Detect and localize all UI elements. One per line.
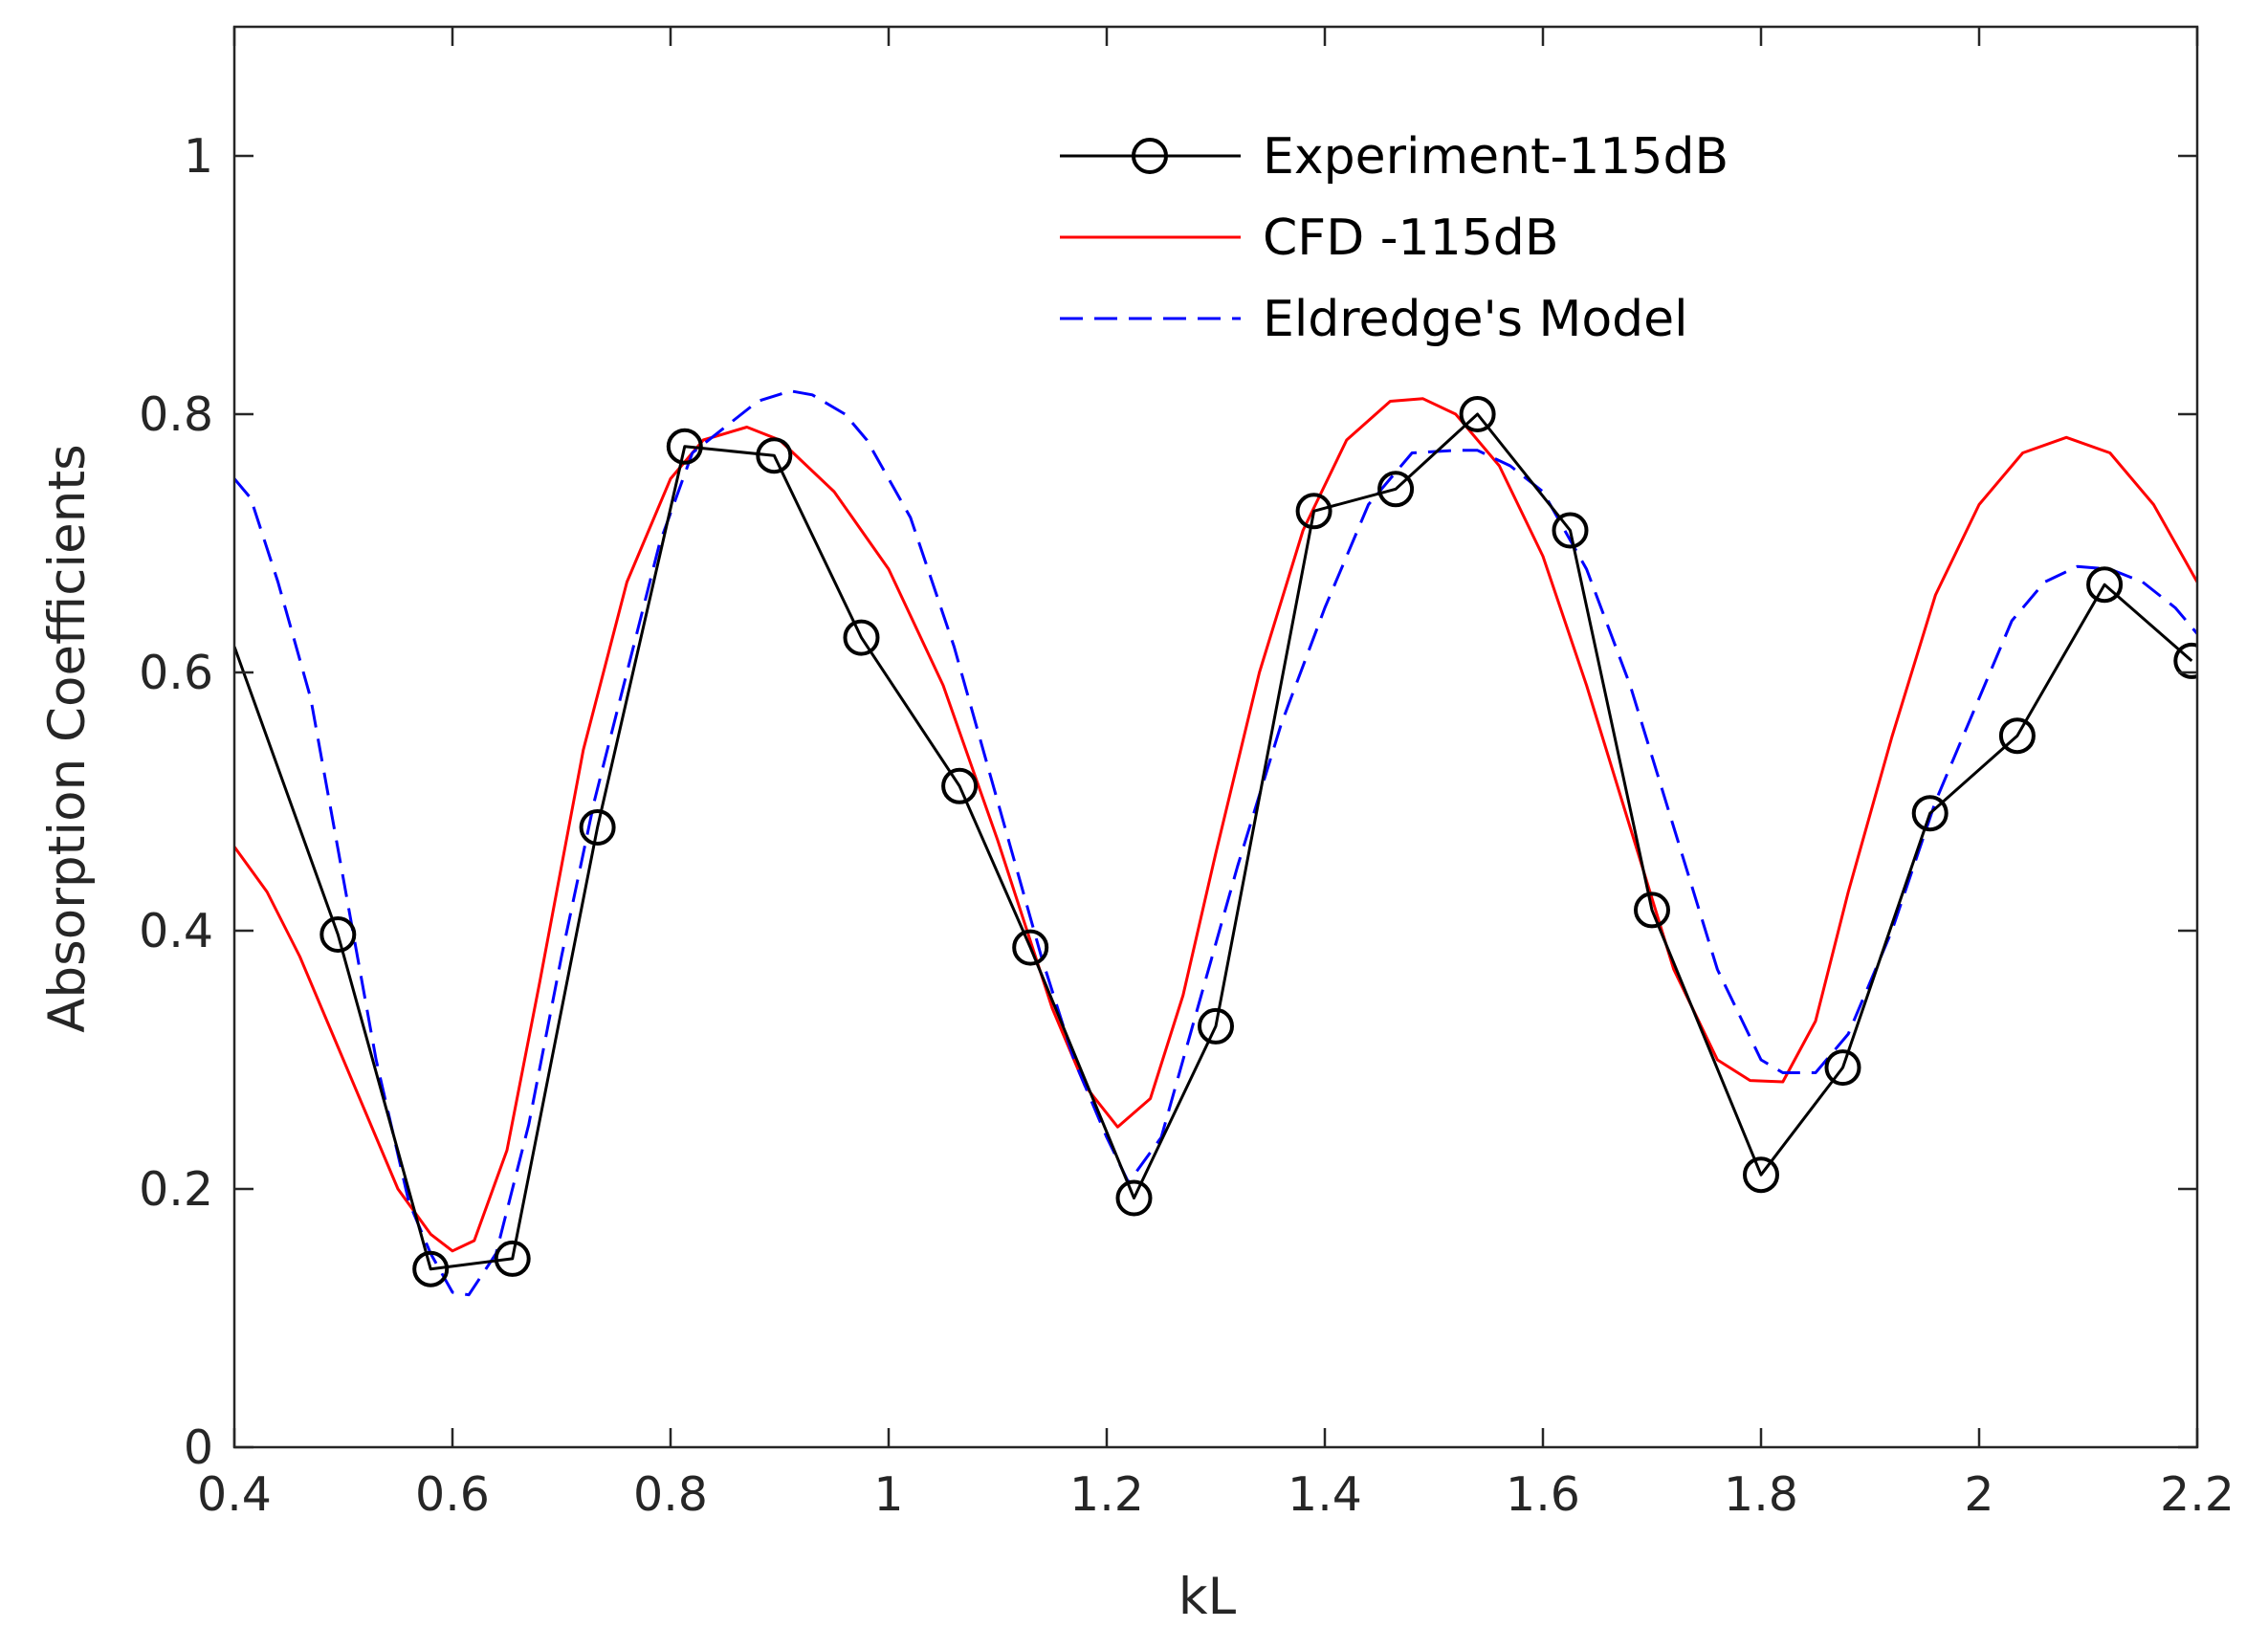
axes: 0.4 0.6 0.8 1 1.2 1.4 1.6 1.8 2 2.2 0 0.2 0.4 0.6 0.8 1 — [139, 25, 2235, 1522]
x-tick-label: 1.6 — [1506, 1467, 1580, 1522]
series-line-0 — [234, 412, 2193, 1271]
y-tick-label: 0.8 — [139, 387, 213, 442]
data-point-marker — [1377, 471, 1415, 508]
data-point-marker — [2086, 566, 2124, 604]
y-axis-title: Absorption Coefficients — [38, 444, 97, 1032]
data-point-marker — [319, 916, 357, 953]
data-point-marker — [579, 809, 616, 846]
x-tick-label: 2.2 — [2160, 1467, 2235, 1522]
axes-box — [232, 25, 2199, 1449]
y-tick-label: 1 — [184, 129, 213, 184]
data-point-marker — [1634, 891, 1670, 929]
plot-area — [234, 389, 2197, 1297]
data-point-marker — [2173, 642, 2197, 679]
x-tick-label: 1.2 — [1069, 1467, 1144, 1522]
data-point-marker — [1824, 1049, 1861, 1087]
y-tick-label: 0.2 — [139, 1162, 213, 1217]
data-point-marker — [1552, 512, 1589, 549]
data-point-marker — [666, 428, 703, 465]
legend-label-cfd: CFD -115dB — [1263, 209, 1559, 267]
data-point-marker — [1998, 717, 2036, 755]
x-tick-label: 0.6 — [415, 1467, 490, 1522]
x-tick-label: 2 — [1964, 1467, 1993, 1522]
legend: Experiment-115dB CFD -115dB Eldredge's M… — [1060, 128, 1729, 348]
x-tick-label: 1 — [873, 1467, 903, 1522]
legend-label-eldredge: Eldredge's Model — [1263, 291, 1688, 348]
data-point-marker — [1295, 493, 1332, 530]
data-point-marker — [941, 767, 979, 804]
x-tick-label: 0.4 — [197, 1467, 272, 1522]
x-tick-label: 1.4 — [1288, 1467, 1362, 1522]
data-point-marker — [494, 1240, 531, 1277]
data-point-marker — [1459, 396, 1496, 432]
legend-label-experiment: Experiment-115dB — [1263, 128, 1729, 186]
legend-marker-experiment — [1132, 138, 1168, 174]
data-point-marker — [1198, 1007, 1234, 1045]
data-point-marker — [412, 1250, 450, 1287]
x-tick-label: 0.8 — [633, 1467, 708, 1522]
data-point-marker — [1115, 1179, 1153, 1217]
y-tick-label: 0 — [184, 1420, 213, 1475]
data-point-marker — [1012, 929, 1049, 966]
x-axis-title: kL — [1178, 1568, 1237, 1626]
y-tick-label: 0.6 — [139, 646, 213, 700]
data-point-marker — [1743, 1156, 1779, 1194]
data-point-marker — [756, 437, 793, 474]
y-tick-label: 0.4 — [139, 904, 213, 958]
x-tick-label: 1.8 — [1724, 1467, 1798, 1522]
data-point-marker — [1911, 795, 1949, 832]
series-line-1 — [234, 397, 2197, 1253]
data-point-marker — [843, 619, 880, 656]
